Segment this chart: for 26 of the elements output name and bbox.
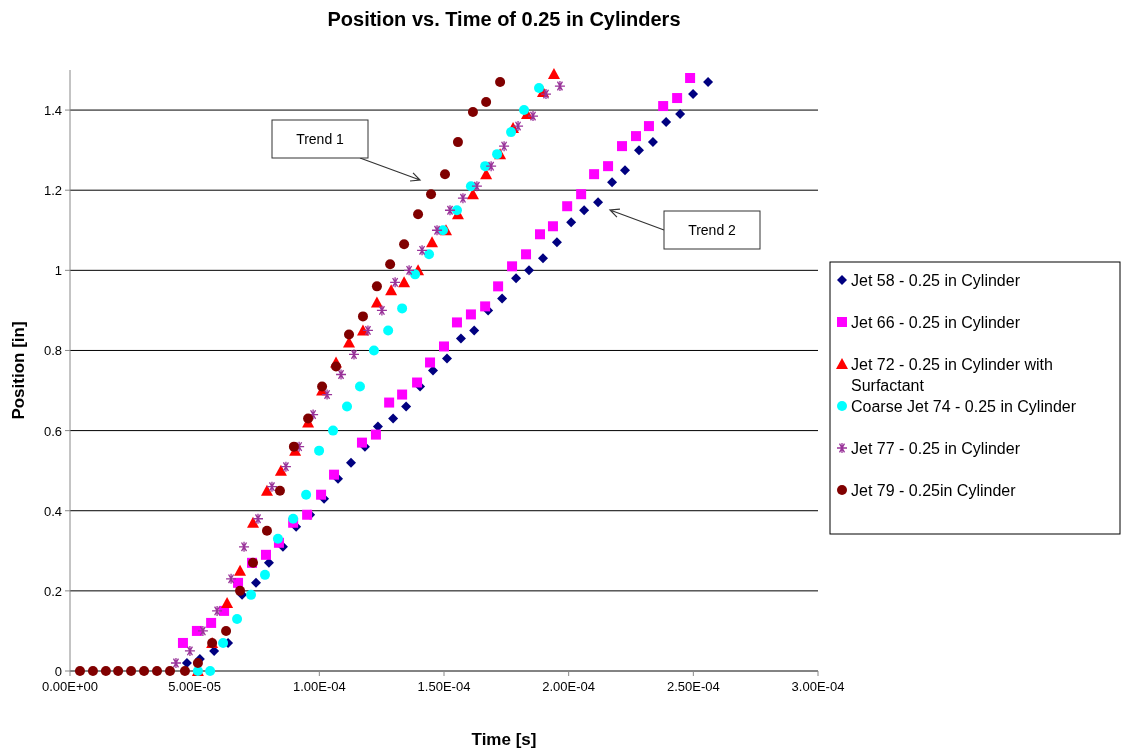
legend-label: Jet 77 - 0.25 in Cylinder <box>851 440 1021 457</box>
y-tick-label: 0.4 <box>43 503 62 519</box>
y-tick-label: 1.4 <box>43 103 62 119</box>
x-axis-title: Time [s] <box>471 730 537 749</box>
legend-label: Jet 72 - 0.25 in Cylinder with Surfactant <box>851 356 1053 394</box>
annotation: Trend 1 <box>296 131 345 147</box>
x-tick-label: 3.00E-04 <box>791 679 845 694</box>
legend-label: Coarse Jet 74 - 0.25 in Cylinder <box>851 398 1077 415</box>
y-tick-label: 0.6 <box>43 423 62 439</box>
annotation: Trend 2 <box>688 222 737 238</box>
y-tick-label: 1 <box>54 263 62 279</box>
y-tick-label: 0.8 <box>43 343 62 359</box>
y-axis-title: Position [in] <box>9 321 28 420</box>
y-tick-label: 1.2 <box>43 183 62 199</box>
y-tick-label: 0.2 <box>43 583 62 599</box>
x-tick-label: 2.00E-04 <box>542 679 596 694</box>
y-tick-label: 0 <box>54 664 62 679</box>
legend-label: Jet 58 - 0.25 in Cylinder <box>851 272 1021 289</box>
x-tick-label: 1.00E-04 <box>292 679 346 694</box>
x-tick-label: 2.50E-04 <box>666 679 720 694</box>
chart-title: Position vs. Time of 0.25 in Cylinders <box>327 8 681 30</box>
x-tick-label: 1.50E-04 <box>417 679 471 694</box>
legend-label: Jet 66 - 0.25 in Cylinder <box>851 314 1021 331</box>
x-tick-label: 5.00E-05 <box>168 679 222 694</box>
legend-label: Jet 79 - 0.25in Cylinder <box>851 482 1017 499</box>
x-tick-label: 0.00E+00 <box>41 679 99 694</box>
